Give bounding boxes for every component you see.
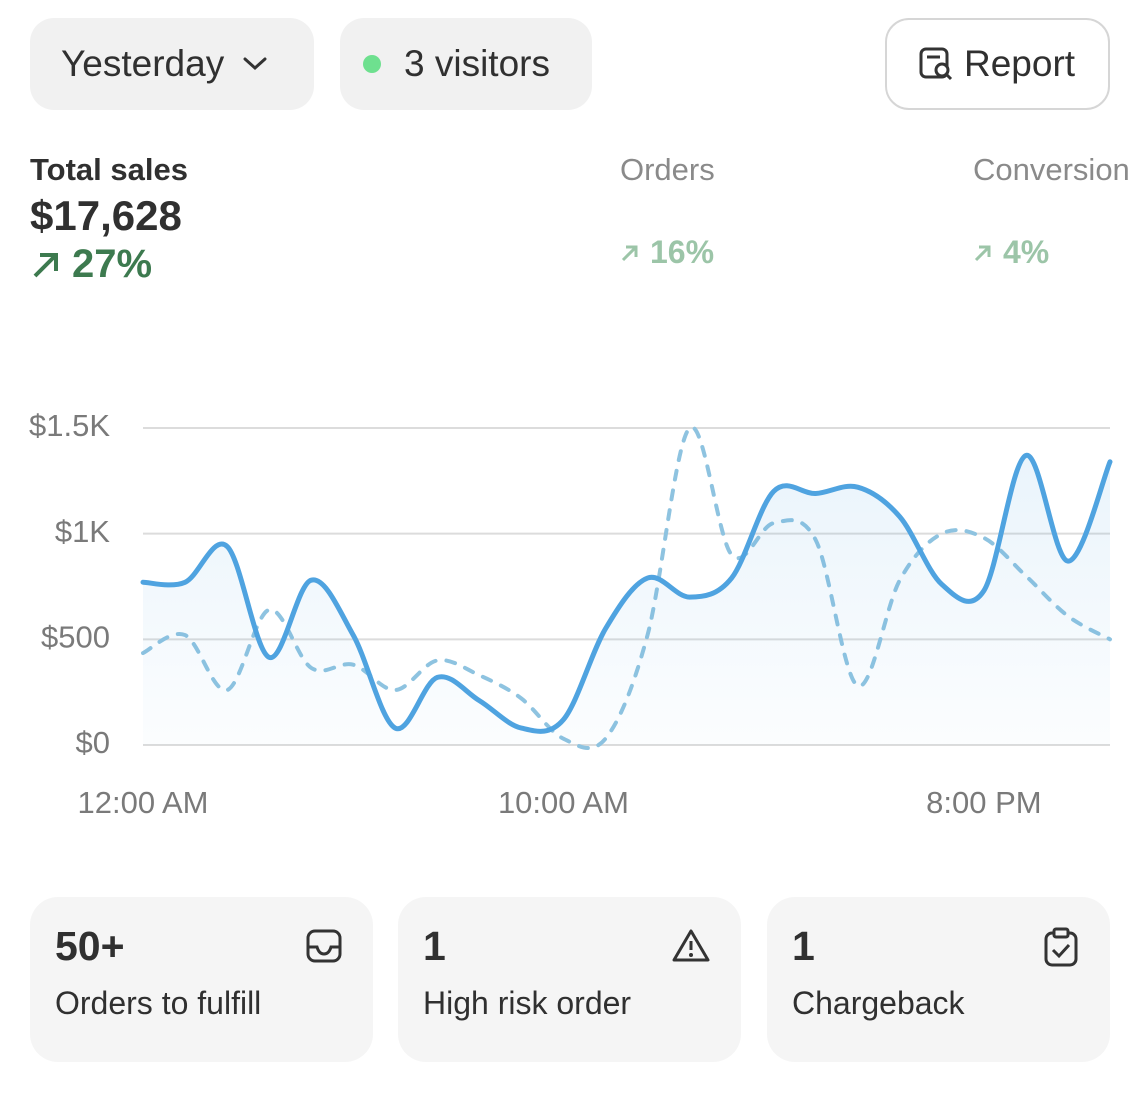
- clipboard-icon: [1044, 927, 1078, 967]
- x-tick-label: 10:00 AM: [498, 785, 629, 820]
- date-label: Yesterday: [61, 43, 225, 84]
- chart: $0 $500 $1K $1.5K 12:00 AM 10:00 AM 8:00 PM: [29, 408, 1113, 820]
- up-arrow: [621, 245, 638, 261]
- metric-change: 4%: [973, 234, 1137, 271]
- report-button[interactable]: Report: [885, 18, 1110, 110]
- x-tick-label: 12:00 AM: [78, 785, 209, 820]
- report-icon: [919, 47, 953, 81]
- metric-label: Total sales: [30, 152, 188, 187]
- report-label: Report: [964, 43, 1076, 84]
- card-value: 1: [423, 923, 446, 969]
- card-orders[interactable]: 50+ Orders to fulfill: [30, 897, 373, 1062]
- card-chargeback[interactable]: 1 Chargeback: [767, 897, 1110, 1062]
- card-label: Orders to fulfill: [55, 985, 262, 1021]
- inbox-icon: [306, 929, 342, 963]
- metric-change-text: 27%: [72, 242, 153, 286]
- y-tick-label: $1.5K: [29, 408, 110, 443]
- card-value: 1: [792, 923, 815, 969]
- card-label: Chargeback: [792, 985, 965, 1021]
- card-label: High risk order: [423, 985, 632, 1021]
- y-tick-label: $0: [76, 725, 110, 760]
- up-arrow: [974, 245, 991, 261]
- date-button[interactable]: Yesterday: [30, 18, 314, 110]
- card-value: 50+: [55, 923, 125, 969]
- metric-value: $17,628: [30, 192, 182, 239]
- metric-change-text: 4%: [1003, 234, 1050, 270]
- live-dot: [363, 55, 381, 73]
- metric-total-sales[interactable]: Total sales $17,628 27%: [30, 150, 188, 287]
- card-risk[interactable]: 1 High risk order: [398, 897, 741, 1062]
- metric-change-text: 16%: [650, 234, 715, 270]
- alert-icon: [672, 929, 710, 962]
- up-arrow: [33, 252, 58, 277]
- visitors-button[interactable]: 3 visitors: [340, 18, 592, 110]
- metric-label: Orders: [620, 152, 715, 187]
- y-tick-label: $1K: [55, 514, 110, 549]
- line: [140, 453, 1113, 734]
- metric-change: 16%: [620, 234, 715, 271]
- metric-conversion[interactable]: Conversion 4%: [973, 150, 1137, 271]
- x-tick-label: 8:00 PM: [926, 785, 1041, 820]
- chevron-icon: [243, 57, 267, 71]
- metric-change: 27%: [30, 242, 188, 287]
- y-tick-label: $500: [41, 620, 110, 655]
- metric-label: Conversion: [973, 152, 1130, 187]
- visitors-label: 3 visitors: [404, 43, 550, 84]
- metric-orders[interactable]: Orders 16%: [620, 150, 715, 271]
